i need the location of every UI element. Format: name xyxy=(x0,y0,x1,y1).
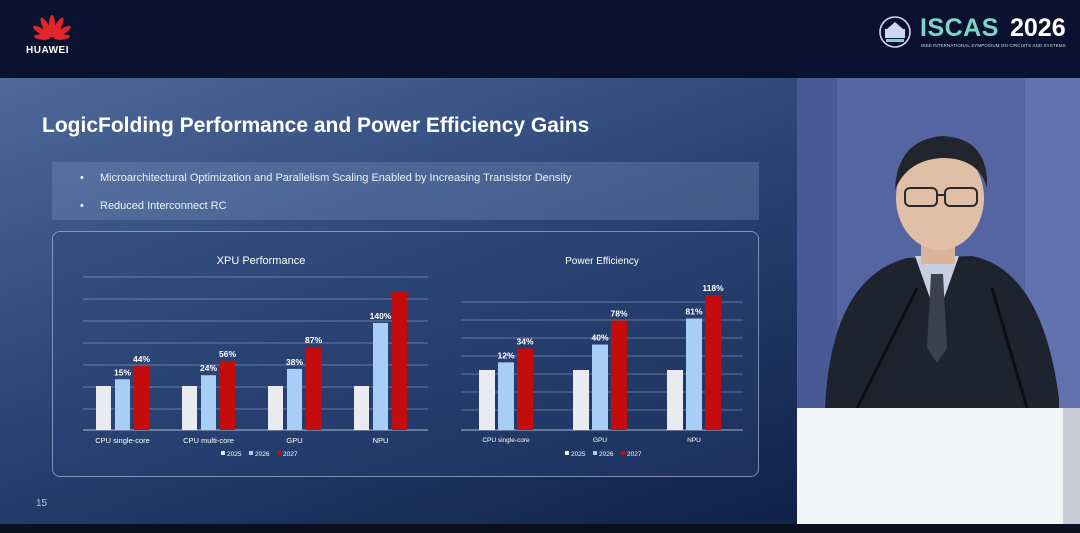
bar-2027 xyxy=(611,320,627,430)
bar-2027 xyxy=(392,292,407,430)
data-label: 34% xyxy=(516,336,533,346)
legend-swatch xyxy=(249,451,253,455)
data-label: 87% xyxy=(305,335,322,345)
chart-title: XPU Performance xyxy=(217,255,306,267)
legend-swatch xyxy=(221,451,225,455)
data-label: 81% xyxy=(685,307,702,317)
bullet-dot-icon: • xyxy=(80,172,84,184)
legend-swatch xyxy=(593,451,597,455)
bullet-text: Microarchitectural Optimization and Para… xyxy=(100,172,572,184)
category-label: CPU multi-core xyxy=(183,436,234,445)
iscas-emblem-icon xyxy=(879,16,911,48)
slide-title: LogicFolding Performance and Power Effic… xyxy=(42,114,590,137)
speaker-scene xyxy=(797,78,1080,524)
bar-2026 xyxy=(373,323,388,430)
bullet-text: Reduced Interconnect RC xyxy=(100,200,227,212)
data-label: 40% xyxy=(591,333,608,343)
category-label: NPU xyxy=(687,437,701,444)
chart-panel: XPU Performance 15% 44% CPU single-core 24% 5… xyxy=(52,231,759,477)
bar-2026 xyxy=(115,379,130,430)
data-label: 140% xyxy=(370,311,392,321)
category-label: GPU xyxy=(593,437,607,444)
bullet-item: • Microarchitectural Optimization and Pa… xyxy=(80,172,572,184)
chart-title: Power Efficiency xyxy=(565,256,639,267)
huawei-logo-icon xyxy=(33,15,71,40)
conference-name: ISCAS xyxy=(920,14,999,42)
bar-2025 xyxy=(479,370,495,430)
bar-2025 xyxy=(96,386,111,430)
bar-2027 xyxy=(705,295,721,430)
bar-2027 xyxy=(220,360,235,430)
bar-2026 xyxy=(686,318,702,430)
data-label: 44% xyxy=(133,354,150,364)
bar-2025 xyxy=(667,370,683,430)
conference-year: 2026 xyxy=(1010,14,1066,42)
legend-label: 2026 xyxy=(599,451,614,458)
bar-2025 xyxy=(354,386,369,430)
bar-2025 xyxy=(268,386,283,430)
speaker-video xyxy=(797,78,1080,524)
speaker-head xyxy=(896,146,984,250)
bar-2026 xyxy=(287,368,302,430)
category-label: CPU single-core xyxy=(95,436,150,445)
conference-subtitle: IEEE INTERNATIONAL SYMPOSIUM ON CIRCUITS… xyxy=(921,43,1066,48)
brand-name: HUAWEI xyxy=(26,45,69,56)
legend-label: 2027 xyxy=(283,451,298,458)
data-label: 12% xyxy=(497,350,514,360)
legend-swatch xyxy=(621,451,625,455)
speaker-tie xyxy=(927,274,947,363)
bar-2027 xyxy=(134,366,149,430)
category-label: CPU single-core xyxy=(482,437,530,444)
data-label: 15% xyxy=(114,367,131,377)
category-label: NPU xyxy=(373,436,389,445)
podium xyxy=(797,408,1067,524)
data-label: 78% xyxy=(610,308,627,318)
bar-2027 xyxy=(517,348,533,430)
bullet-dot-icon: • xyxy=(80,200,84,212)
top-bar: HUAWEI ISCAS 2026 IEEE INTERNATIONAL SYM… xyxy=(0,0,1080,78)
data-label: 56% xyxy=(219,349,236,359)
legend-label: 2027 xyxy=(627,451,642,458)
data-label: 24% xyxy=(200,363,217,373)
bar-2025 xyxy=(182,386,197,430)
legend-swatch xyxy=(565,451,569,455)
category-label: GPU xyxy=(286,436,302,445)
legend-label: 2026 xyxy=(255,451,270,458)
charts-svg: XPU Performance 15%44% CPU single-core 24%5… xyxy=(83,255,743,458)
bar-2026 xyxy=(592,344,608,430)
legend-swatch xyxy=(277,451,281,455)
bar-2027 xyxy=(306,346,321,430)
bullet-item: • Reduced Interconnect RC xyxy=(80,200,227,212)
bar-2026 xyxy=(498,362,514,430)
legend-label: 2025 xyxy=(227,451,242,458)
page-number: 15 xyxy=(36,498,48,509)
legend-label: 2025 xyxy=(571,451,586,458)
bullet-panel: • Microarchitectural Optimization and Pa… xyxy=(52,162,759,220)
bar-2026 xyxy=(201,375,216,430)
data-label: 118% xyxy=(702,283,724,293)
bar-2025 xyxy=(573,370,589,430)
data-label: 38% xyxy=(286,357,303,367)
presentation-slide: LogicFolding Performance and Power Effic… xyxy=(0,78,797,524)
bottom-bar xyxy=(0,524,1080,533)
